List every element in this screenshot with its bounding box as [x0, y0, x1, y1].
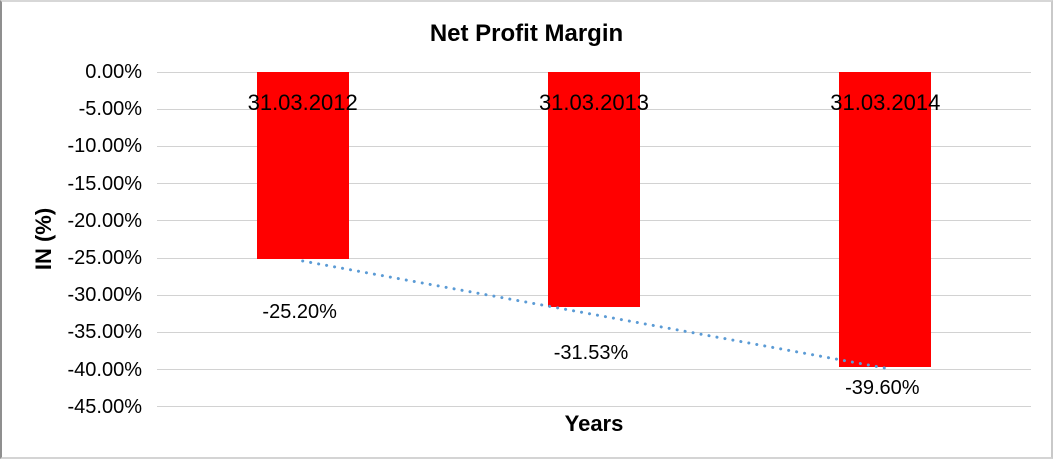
- category-label: 31.03.2014: [830, 90, 941, 115]
- y-axis-tick-label: -25.00%: [67, 247, 143, 269]
- bar-31.03.2012[interactable]: [256, 72, 349, 260]
- gridline: [157, 369, 1031, 371]
- y-axis-tick-label: -15.00%: [67, 172, 143, 195]
- gridline: [157, 406, 1031, 408]
- data-label: -31.53%: [553, 342, 629, 364]
- x-axis-title: Years: [564, 411, 624, 436]
- y-axis-tick-label: -30.00%: [67, 284, 143, 307]
- category-label: 31.03.2013: [538, 90, 650, 115]
- y-axis-tick-label: -5.00%: [78, 98, 142, 121]
- chart-title: Net Profit Margin: [429, 20, 624, 47]
- y-axis-tick-label: -40.00%: [67, 358, 143, 381]
- y-axis-tick-label: -10.00%: [67, 135, 143, 158]
- category-label: 31.03.2012: [247, 90, 358, 115]
- y-axis-tick-label: -20.00%: [67, 209, 143, 232]
- y-axis-tick-label: 0.00%: [85, 61, 142, 83]
- bar-31.03.2014[interactable]: [839, 72, 932, 367]
- y-axis-tick-label: -35.00%: [67, 321, 143, 344]
- data-label: -39.60%: [845, 377, 920, 399]
- y-axis-tick-label: -45.00%: [67, 395, 143, 418]
- data-label: -25.20%: [262, 301, 337, 323]
